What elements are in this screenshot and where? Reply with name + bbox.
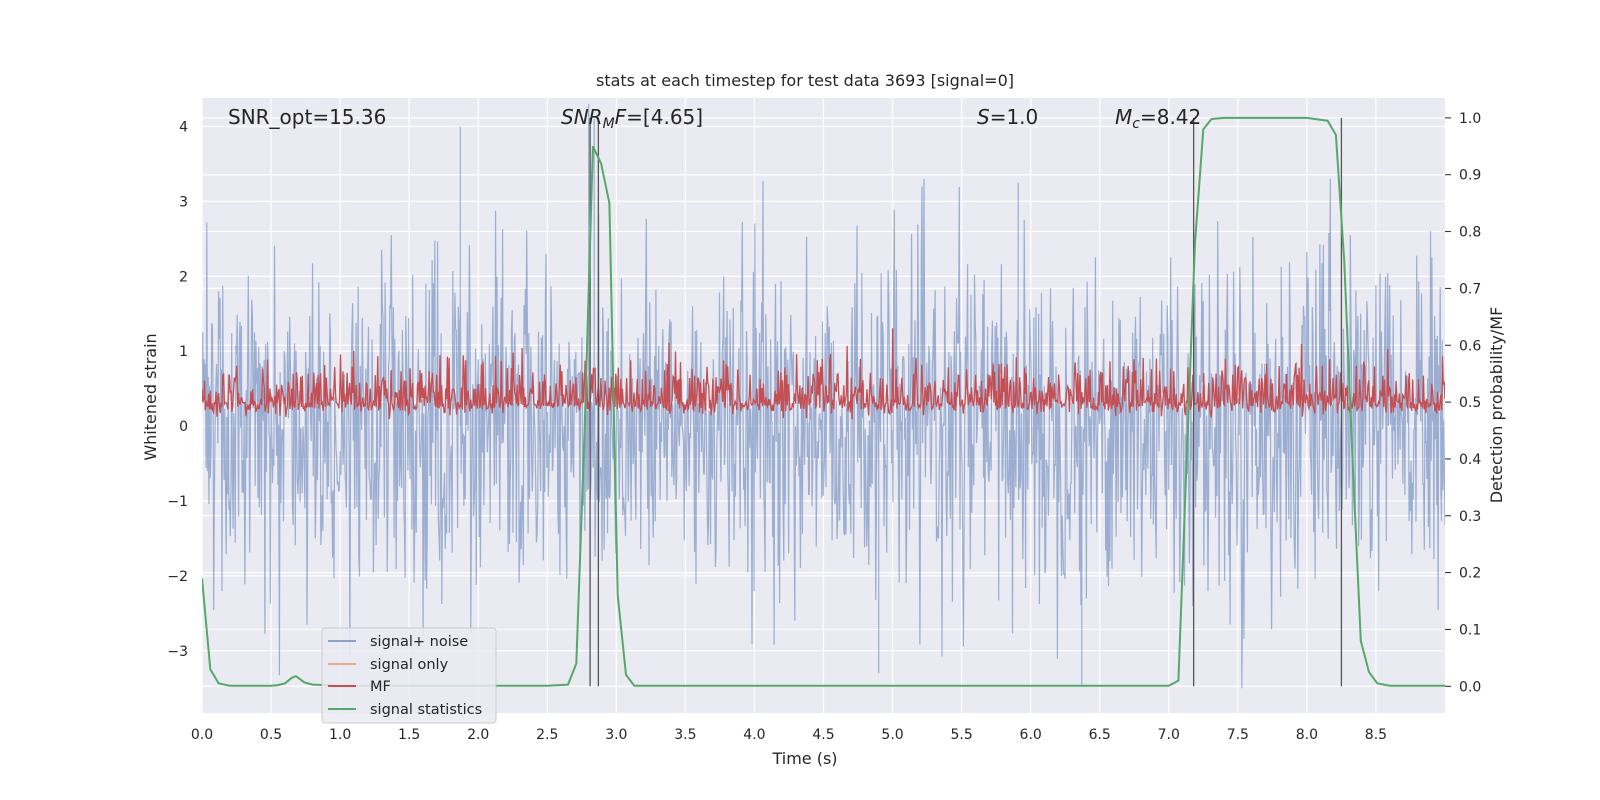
annotation-mc: Mc=8.42 [1115, 105, 1201, 132]
y-left-tick-label: −1 [167, 494, 188, 510]
x-axis-label: Time (s) [771, 749, 837, 768]
legend: signal+ noise signal only MF signal stat… [321, 627, 497, 724]
y-right-tick-label: 0.7 [1459, 281, 1481, 297]
mf-trace [202, 328, 1445, 420]
y-right-tick-label: 0.0 [1459, 679, 1481, 695]
x-tick-label: 6.5 [1089, 727, 1111, 743]
annotation-s: S=1.0 [977, 105, 1038, 129]
x-tick-label: 0.0 [191, 727, 213, 743]
y-left-tick-label: −3 [167, 644, 188, 660]
x-tick-label: 3.5 [674, 727, 696, 743]
y-left-tick-label: 1 [179, 344, 188, 360]
y-right-tick-label: 0.4 [1459, 452, 1481, 468]
series-mf [202, 328, 1445, 420]
y-right-tick-label: 0.3 [1459, 509, 1481, 525]
x-tick-label: 1.5 [398, 727, 420, 743]
y-right-tick-label: 0.1 [1459, 622, 1481, 638]
y-right-tick-label: 0.5 [1459, 395, 1481, 411]
y-axis-left-ticks: −3 −2 −1 0 1 2 3 4 [167, 119, 188, 659]
x-tick-label: 5.0 [881, 727, 903, 743]
y-left-tick-label: 3 [179, 194, 188, 210]
y-axis-right-label: Detection probability/MF [1487, 307, 1506, 504]
y-left-tick-label: 0 [179, 419, 188, 435]
chart-title: stats at each timestep for test data 369… [596, 71, 1014, 90]
legend-label-noise: signal+ noise [370, 634, 468, 650]
annotation-snr-opt: SNR_opt=15.36 [228, 105, 386, 129]
x-tick-label: 6.0 [1020, 727, 1042, 743]
y-right-tick-label: 0.2 [1459, 566, 1481, 582]
y-right-tick-label: 0.6 [1459, 338, 1481, 354]
series-signal-statistics [202, 116, 1445, 687]
x-tick-label: 7.5 [1227, 727, 1249, 743]
y-left-tick-label: −2 [167, 569, 188, 585]
x-tick-label: 2.0 [467, 727, 489, 743]
y-right-tick-label: 0.8 [1459, 225, 1481, 241]
legend-label-signal-only: signal only [370, 657, 449, 673]
x-tick-label: 8.5 [1365, 727, 1387, 743]
x-tick-label: 0.5 [260, 727, 282, 743]
x-tick-label: 8.0 [1296, 727, 1318, 743]
legend-label-mf: MF [370, 679, 391, 695]
x-tick-label: 4.5 [812, 727, 834, 743]
y-right-tick-label: 0.9 [1459, 168, 1481, 184]
y-right-tick-label: 1.0 [1459, 111, 1481, 127]
x-tick-label: 4.0 [743, 727, 765, 743]
legend-label-stats: signal statistics [370, 702, 482, 718]
annotation-snr-mf: SNRMF=[4.65] [561, 105, 703, 132]
y-axis-right-ticks: 0.0 0.1 0.2 0.3 0.4 0.5 0.6 0.7 0.8 0.9 1.0 [1445, 111, 1481, 695]
x-tick-label: 2.5 [536, 727, 558, 743]
x-tick-label: 5.5 [950, 727, 972, 743]
x-tick-label: 3.0 [605, 727, 627, 743]
y-axis-left-label: Whitened strain [141, 333, 160, 460]
x-axis-ticks: 0.0 0.5 1.0 1.5 2.0 2.5 3.0 3.5 4.0 4.5 5.0 5.5 6.0 6… [191, 727, 1387, 743]
x-tick-label: 7.0 [1158, 727, 1180, 743]
x-tick-label: 1.0 [329, 727, 351, 743]
legend-frame [321, 627, 497, 724]
signal-statistics-line [202, 116, 1445, 687]
y-left-tick-label: 2 [179, 269, 188, 285]
y-left-tick-label: 4 [179, 119, 188, 135]
